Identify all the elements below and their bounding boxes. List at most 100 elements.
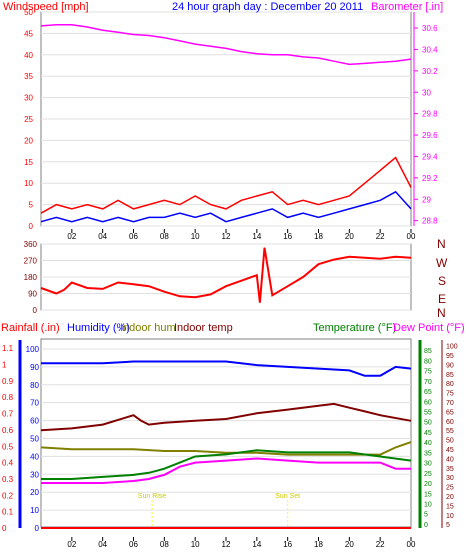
dew-tick-25: 25 [446, 485, 454, 492]
temp-panel-series-4 [41, 457, 411, 484]
temp-tick-75: 75 [424, 369, 432, 376]
humidity-tick-50: 50 [30, 434, 39, 443]
temp-tick-55: 55 [424, 410, 432, 417]
temp-tick-70: 70 [424, 379, 432, 386]
dew-tick-100: 100 [446, 344, 458, 351]
compass-e: E [438, 292, 446, 306]
sun-marker-label-0: Sun Rise [138, 493, 167, 500]
humidity-label: Humidity (%) [67, 322, 130, 334]
rain-tick-0.2: 0.2 [2, 491, 14, 500]
rain-tick-0.1: 0.1 [2, 508, 14, 517]
sun-markers: Sun Rise Sun Set [138, 493, 300, 528]
gridlines [41, 11, 411, 529]
dir-tick-0: 0 [33, 306, 38, 315]
x-top-tick-00: 00 [407, 232, 416, 241]
x-bottom-tick-06: 06 [129, 540, 138, 549]
x-bottom-tick-18: 18 [314, 540, 323, 549]
x-bottom-tick-10: 10 [191, 540, 200, 549]
dewpoint-label: Dew Point (°F) [393, 322, 465, 334]
dew-tick-45: 45 [446, 447, 454, 454]
rain-tick-1.1: 1.1 [2, 344, 14, 353]
x-bottom-tick-04: 04 [98, 540, 107, 549]
dew-tick-90: 90 [446, 362, 454, 369]
x-top-tick-02: 02 [67, 232, 76, 241]
dew-tick-70: 70 [446, 400, 454, 407]
humidity-tick-40: 40 [30, 452, 39, 461]
baro-tick-30.6: 30.6 [422, 24, 438, 33]
baro-tick-30: 30 [422, 88, 431, 97]
wind-tick-40: 40 [24, 51, 33, 60]
wind-tick-15: 15 [24, 158, 33, 167]
dir-tick-90: 90 [28, 290, 37, 299]
dew-tick-65: 65 [446, 409, 454, 416]
dir-tick-270: 270 [24, 257, 38, 266]
wind-tick-0: 0 [29, 222, 34, 231]
x-bottom-tick-20: 20 [345, 540, 354, 549]
dew-tick-35: 35 [446, 466, 454, 473]
rain-tick-0.9: 0.9 [2, 377, 14, 386]
temp-tick-40: 40 [424, 440, 432, 447]
temp-tick-60: 60 [424, 399, 432, 406]
wind-panel-series-0 [40, 24, 412, 66]
rain-tick-0.7: 0.7 [2, 410, 14, 419]
temp-tick-25: 25 [424, 471, 432, 478]
wind-tick-5: 5 [29, 201, 34, 210]
wind-panel-series-2 [40, 190, 412, 223]
baro-tick-29.4: 29.4 [422, 152, 438, 161]
dir-tick-180: 180 [24, 273, 38, 282]
dew-tick-80: 80 [446, 381, 454, 388]
x-bottom-tick-14: 14 [252, 540, 261, 549]
temp-tick-80: 80 [424, 358, 432, 365]
dew-tick-55: 55 [446, 428, 454, 435]
baro-tick-30.4: 30.4 [422, 45, 438, 54]
x-top-tick-04: 04 [98, 232, 107, 241]
temp-panel-series-0 [41, 360, 412, 377]
rain-tick-0.3: 0.3 [2, 475, 14, 484]
x-bottom-tick-22: 22 [376, 540, 385, 549]
x-top-tick-18: 18 [314, 232, 323, 241]
wind-panel-series-1 [40, 156, 412, 214]
humidity-tick-10: 10 [30, 506, 39, 515]
rain-tick-0: 0 [2, 524, 7, 533]
rain-tick-0.8: 0.8 [2, 393, 14, 402]
x-bottom-tick-12: 12 [222, 540, 231, 549]
x-top-tick-16: 16 [283, 232, 292, 241]
temperature-label: Temperature (°F) [313, 322, 396, 334]
humidity-tick-90: 90 [30, 363, 39, 372]
temp-tick-30: 30 [424, 461, 432, 468]
wind-tick-45: 45 [24, 29, 33, 38]
temp-tick-10: 10 [424, 501, 432, 508]
baro-tick-29.6: 29.6 [422, 131, 438, 140]
temp-tick-5: 5 [424, 512, 428, 519]
chart-title: 24 hour graph day : December 20 2011 [172, 1, 363, 13]
temp-panel-series-3 [41, 449, 412, 480]
temp-tick-35: 35 [424, 450, 432, 457]
x-top-tick-22: 22 [376, 232, 385, 241]
rain-tick-0.4: 0.4 [2, 459, 14, 468]
indoor-temp-label: Indoor temp [174, 322, 233, 334]
series-lines [40, 24, 412, 529]
dew-tick-20: 20 [446, 494, 454, 501]
dew-tick-30: 30 [446, 475, 454, 482]
dew-tick-95: 95 [446, 353, 454, 360]
dew-tick-40: 40 [446, 456, 454, 463]
humidity-tick-20: 20 [30, 488, 39, 497]
baro-tick-30.2: 30.2 [422, 67, 438, 76]
temp-tick-50: 50 [424, 420, 432, 427]
wind-tick-30: 30 [24, 94, 33, 103]
wind-tick-10: 10 [24, 179, 33, 188]
windspeed-axis-title: Windspeed [mph] [3, 1, 89, 13]
x-top-tick-06: 06 [129, 232, 138, 241]
tick-labels: 0510152025303540455028.82929.229.429.629… [2, 8, 458, 549]
baro-tick-29.8: 29.8 [422, 110, 438, 119]
temp-tick-20: 20 [424, 481, 432, 488]
baro-tick-29: 29 [422, 195, 431, 204]
compass-w: W [436, 256, 448, 270]
wind-tick-35: 35 [24, 72, 33, 81]
humidity-tick-100: 100 [26, 345, 40, 354]
compass-n-bottom: N [437, 306, 446, 320]
dew-tick-60: 60 [446, 419, 454, 426]
dew-tick-15: 15 [446, 503, 454, 510]
